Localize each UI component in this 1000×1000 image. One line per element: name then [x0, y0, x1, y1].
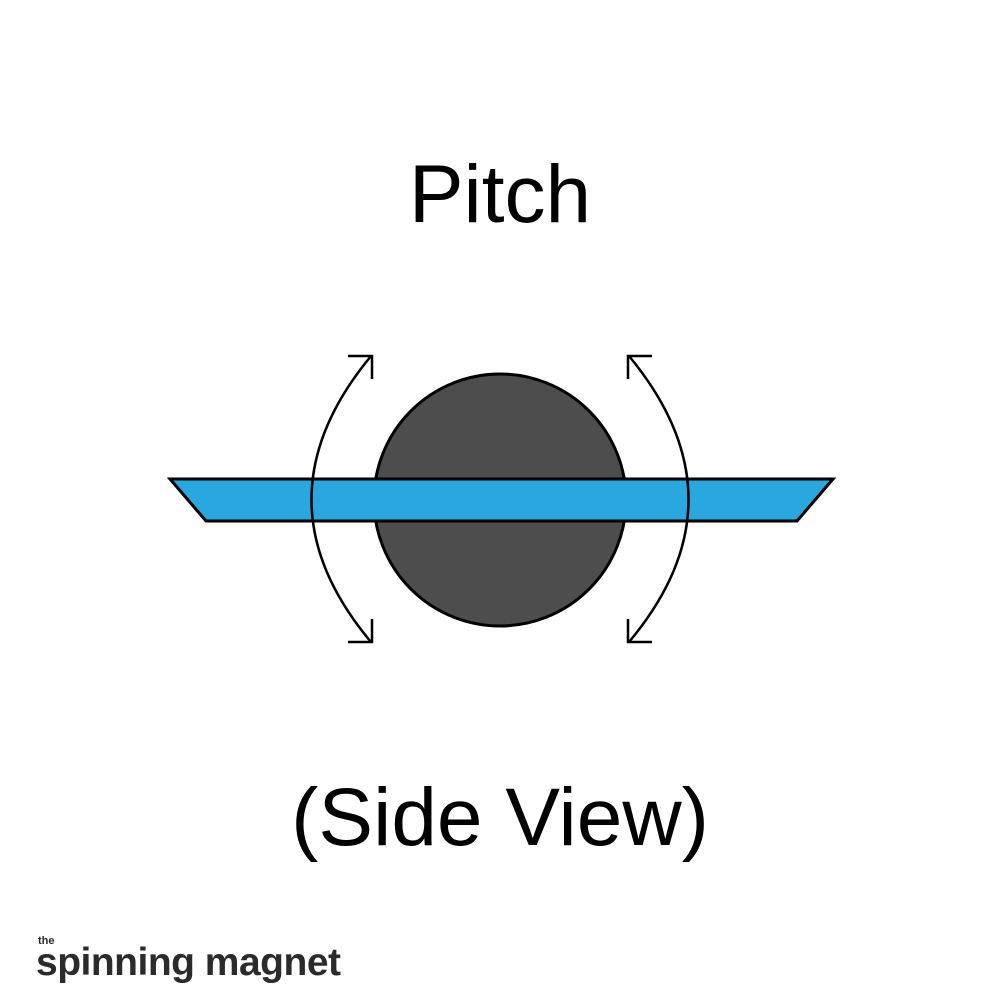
curved-arrow-left-icon: [310, 354, 374, 644]
curved-arrow-right-icon: [626, 354, 690, 644]
diagram-title: Pitch: [408, 149, 592, 240]
logo-main-text: spinning magnet: [36, 941, 341, 984]
brand-logo: the spinning magnet: [36, 936, 416, 986]
logo-small-text: the: [38, 935, 55, 947]
diagram-subtitle: (Side View): [291, 772, 709, 863]
board: [166, 477, 837, 523]
